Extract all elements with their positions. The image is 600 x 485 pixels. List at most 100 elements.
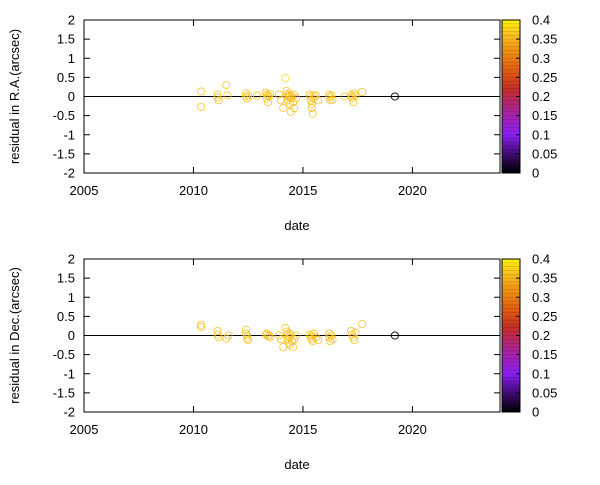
data-point (292, 331, 301, 340)
y-axis-label: residual in R.A.(arcsec) (7, 29, 22, 164)
data-point (390, 92, 399, 101)
y-tick-label: 0 (68, 89, 75, 104)
y-tick-label: 1.5 (57, 32, 75, 47)
x-tick-label: 2020 (398, 183, 427, 198)
data-point (309, 329, 318, 338)
data-point (266, 333, 275, 342)
data-point (266, 89, 275, 98)
data-point (197, 87, 206, 96)
colorbar-tick-label: 0.15 (532, 108, 557, 123)
data-point (307, 103, 316, 113)
colorbar-tick-label: 0.35 (532, 271, 557, 286)
colorbar-tick-label: 0.25 (532, 309, 557, 324)
y-tick-label: -2 (63, 166, 75, 181)
data-point (307, 331, 316, 340)
data-point (223, 91, 232, 100)
data-point (277, 335, 286, 344)
data-point (287, 337, 297, 346)
colorbar-tick-label: 0.05 (532, 146, 557, 161)
data-point (290, 90, 299, 99)
x-tick-label: 2015 (288, 422, 317, 437)
data-point (277, 96, 286, 105)
data-point (287, 92, 297, 101)
data-point (327, 91, 336, 100)
data-point (290, 335, 299, 344)
data-point (279, 103, 288, 113)
data-point (292, 94, 301, 103)
colorbar-tick-label: 0.2 (532, 328, 550, 343)
data-point (351, 91, 360, 100)
data-point (197, 323, 206, 332)
data-point (264, 331, 274, 340)
y-tick-label: 0 (68, 328, 75, 343)
x-axis-label: date (284, 218, 309, 233)
colorbar-tick-label: 0.05 (532, 385, 557, 400)
data-point (274, 331, 283, 340)
y-axis-label: residual in Dec.(arcsec) (7, 267, 22, 404)
ra-residual-panel: 2 1.5 1 0.5 0 -0.5 -1 -1.5 -2 2005 2010 2015 2020 dat… (7, 13, 557, 234)
data-point (241, 325, 251, 334)
y-tick-label: 0.5 (57, 309, 75, 324)
data-point (213, 326, 222, 335)
colorbar-tick-label: 0.2 (532, 89, 550, 104)
data-point (224, 331, 233, 340)
colorbar-tick-label: 0.15 (532, 347, 557, 362)
data-point (214, 333, 223, 342)
data-point (390, 331, 399, 340)
x-axis-label: date (284, 457, 309, 472)
data-point (307, 100, 316, 109)
y-tick-label: -2 (63, 405, 75, 420)
data-point (197, 102, 206, 111)
y-tick-label: -1 (63, 366, 75, 381)
y-tick-label: 2 (68, 13, 75, 28)
y-tick-label: -1 (63, 127, 75, 142)
colorbar-tick-label: 0.25 (532, 70, 557, 85)
data-point (312, 91, 321, 100)
y-tick-label: 0.5 (57, 70, 75, 85)
data-point (262, 90, 271, 99)
y-tick-label: -0.5 (53, 347, 75, 362)
colorbar-tick-label: 0.3 (532, 51, 550, 66)
data-point (347, 90, 356, 99)
y-tick-label: -1.5 (53, 385, 75, 400)
data-point (290, 103, 299, 113)
y-tick-label: 1 (68, 51, 75, 66)
data-point (244, 91, 253, 100)
data-point (283, 331, 292, 340)
data-point (244, 336, 253, 345)
y-tick-label: 1.5 (57, 271, 75, 286)
x-tick-label: 2005 (70, 422, 99, 437)
data-point (308, 109, 317, 118)
data-point (197, 320, 206, 329)
colorbar-tick-label: 0.4 (532, 13, 550, 28)
x-tick-label: 2015 (288, 183, 317, 198)
x-tick-label: 2020 (398, 422, 427, 437)
data-point (351, 328, 360, 337)
y-tick-label: -0.5 (53, 108, 75, 123)
data-point (263, 98, 272, 107)
data-point (241, 89, 251, 98)
data-point (312, 333, 321, 342)
data-point (222, 80, 231, 90)
data-point (281, 74, 290, 83)
data-point (213, 90, 222, 99)
data-point (314, 336, 323, 345)
x-tick-label: 2010 (179, 422, 208, 437)
colorbar-tick-label: 0.3 (532, 290, 550, 305)
data-point (214, 96, 223, 105)
data-point (289, 342, 298, 352)
data-point (263, 332, 272, 341)
data-point (241, 92, 251, 101)
data-point (328, 95, 337, 104)
colorbar-tick-label: 0.1 (532, 366, 550, 381)
x-tick-label: 2005 (70, 183, 99, 198)
data-point (327, 331, 336, 340)
data-point (358, 319, 367, 329)
x-tick-label: 2010 (179, 183, 208, 198)
data-point (263, 91, 272, 100)
colorbar-tick-label: 0.1 (532, 127, 550, 142)
data-point (314, 96, 323, 105)
colorbar-tick-label: 0 (532, 405, 539, 420)
